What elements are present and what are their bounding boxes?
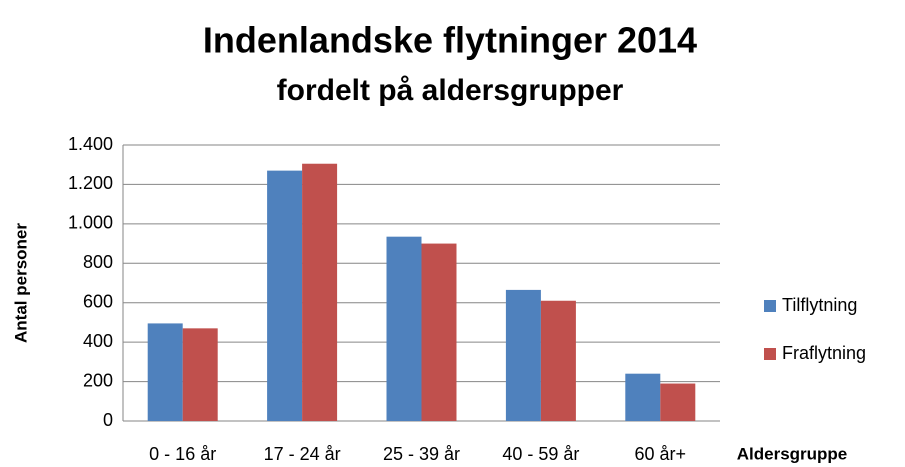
x-tick-label: 60 år+ [635, 444, 687, 464]
y-tick-label: 200 [83, 370, 113, 390]
bar [540, 300, 576, 421]
bar [660, 383, 696, 421]
bar [182, 328, 218, 421]
x-tick-label: 17 - 24 år [264, 444, 341, 464]
bar [147, 323, 183, 421]
x-tick-label: 40 - 59 år [502, 444, 579, 464]
x-axis-title: Aldersgruppe [737, 444, 848, 463]
bar [421, 243, 457, 421]
bar [505, 289, 541, 421]
chart-subtitle: fordelt på aldersgrupper [277, 74, 624, 107]
x-tick-label: 0 - 16 år [149, 444, 216, 464]
bar [267, 170, 303, 421]
y-tick-label: 0 [103, 410, 113, 430]
y-tick-label: 1.400 [68, 134, 113, 154]
bar [302, 163, 338, 421]
x-tick-label: 25 - 39 år [383, 444, 460, 464]
legend-label: Tilflytning [782, 295, 857, 315]
y-tick-label: 800 [83, 252, 113, 272]
y-tick-label: 400 [83, 331, 113, 351]
y-tick-label: 1.200 [68, 173, 113, 193]
legend-swatch [764, 300, 776, 312]
legend-label: Fraflytning [782, 343, 866, 363]
bar [625, 373, 661, 421]
y-tick-label: 600 [83, 291, 113, 311]
y-tick-label: 1.000 [68, 213, 113, 233]
chart-title: Indenlandske flytninger 2014 [203, 20, 697, 61]
legend-swatch [764, 348, 776, 360]
bar [386, 236, 422, 421]
y-axis-title: Antal personer [11, 223, 30, 343]
